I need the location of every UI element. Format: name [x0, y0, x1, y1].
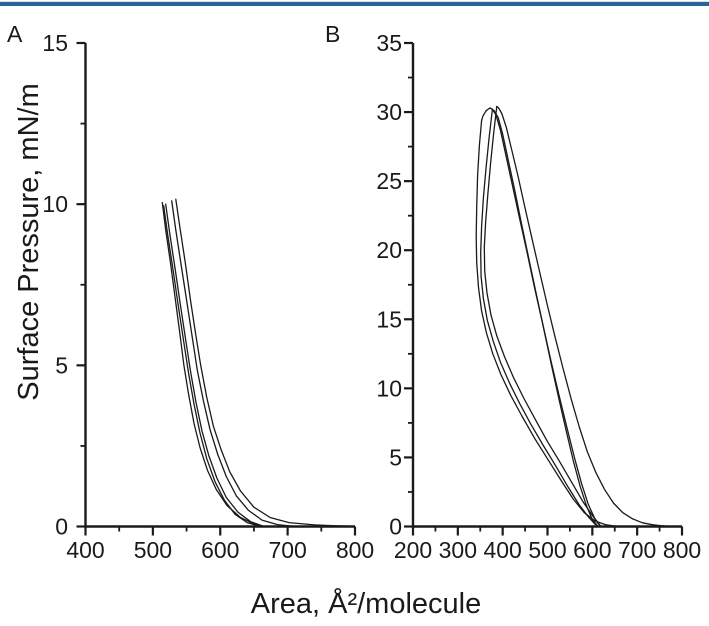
panel-b-label: B	[325, 21, 340, 47]
panel-a-curve-isotherm-cycle-1	[175, 198, 353, 527]
panel-b-y-tick-label: 25	[376, 168, 402, 194]
panel-a-curve-isotherm-cycle-3	[165, 203, 262, 526]
panel-a-curve-isotherm-cycle-5	[161, 201, 264, 527]
x-axis-title: Area, Å²/molecule	[251, 587, 482, 620]
panel-b-x-tick-label: 500	[528, 537, 566, 563]
y-axis-title: Surface Pressure, mN/m	[13, 83, 45, 400]
panel-b-x-tick-label: 400	[483, 537, 521, 563]
panel-a-y-tick-label: 10	[42, 191, 68, 217]
panel-a-curve-isotherm-cycle-2	[171, 200, 292, 527]
panel-b-x-tick-label: 200	[394, 537, 432, 563]
panel-a-label: A	[7, 21, 23, 47]
panel-b-y-tick-label: 15	[376, 306, 402, 332]
panel-b-curve-compression-1	[496, 105, 671, 528]
page-top-rule	[0, 2, 709, 6]
panel-a-x-tick-label: 500	[134, 537, 172, 563]
panel-b-axes	[411, 43, 682, 528]
panel-b-curve-compression-2	[491, 108, 602, 527]
panel-b-x-tick-label: 300	[439, 537, 477, 563]
panel-a-y-tick-label: 0	[55, 514, 68, 540]
panel-b-y-tick-label: 20	[376, 237, 402, 263]
panel-a-y-tick-label: 5	[55, 352, 68, 378]
panel-b-x-tick-label: 800	[663, 537, 701, 563]
panel-a-y-tick-label: 15	[42, 30, 68, 56]
panel-a-x-tick-label: 800	[336, 537, 374, 563]
panel-a-x-tick-label: 600	[201, 537, 239, 563]
panel-b-curve-expansion-3	[475, 119, 617, 527]
panel-b-x-tick-label: 600	[573, 537, 611, 563]
panel-b-curve-expansion-2	[480, 108, 599, 527]
panel-b-x-tick-label: 700	[618, 537, 656, 563]
panel-b-curve-expansion-1	[483, 105, 602, 527]
panel-b-y-tick-label: 5	[389, 444, 402, 470]
page-top-rule-highlight	[0, 1, 709, 2]
panel-a-x-tick-label: 400	[66, 537, 104, 563]
panel-b-y-tick-label: 10	[376, 375, 402, 401]
panel-a-axes	[84, 43, 355, 528]
panel-b-curve-compression-3	[480, 107, 599, 527]
panel-b-y-tick-label: 30	[376, 99, 402, 125]
panel-b-y-tick-label: 0	[389, 514, 402, 540]
panel-b-y-tick-label: 35	[376, 30, 402, 56]
panel-a-x-tick-label: 700	[268, 537, 306, 563]
